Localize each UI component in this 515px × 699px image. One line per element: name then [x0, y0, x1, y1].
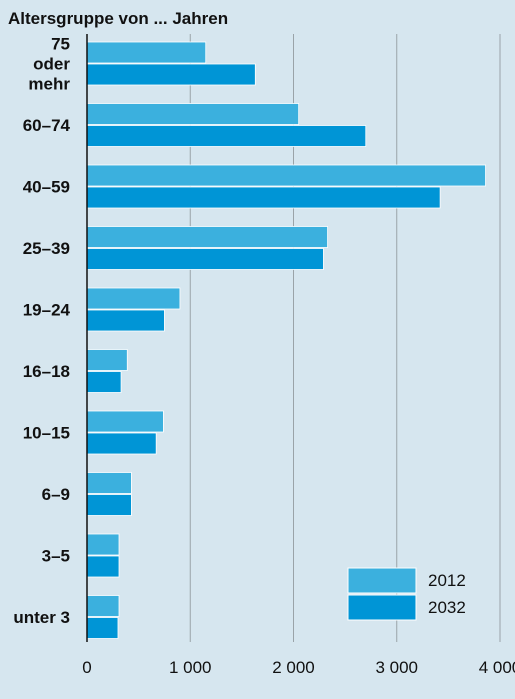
bar-2032-2	[86, 186, 441, 209]
bar-2012-0	[86, 41, 207, 64]
bar-2032-7	[86, 494, 132, 516]
bar-2032-4	[86, 309, 165, 332]
category-label-4-0: 19–24	[23, 301, 71, 320]
bar-2032-0	[86, 63, 256, 86]
category-label-6-0: 10–15	[23, 424, 70, 443]
bar-2012-2	[86, 164, 486, 187]
bar-2012-1	[86, 103, 300, 125]
bar-2012-3	[86, 226, 328, 248]
bar-2012-6	[86, 410, 164, 433]
x-tick-label-0: 0	[82, 658, 91, 677]
bar-2032-9	[86, 617, 119, 639]
bar-2012-8	[86, 533, 120, 556]
bar-2012-9	[86, 595, 120, 617]
category-label-1-0: 60–74	[23, 116, 71, 135]
bar-2032-1	[86, 125, 367, 147]
bar-2032-3	[86, 248, 324, 270]
legend: 2012 2032	[347, 567, 466, 621]
category-label-8-0: 3–5	[42, 547, 70, 566]
category-label-0-1: oder	[33, 55, 70, 74]
category-label-7-0: 6–9	[42, 485, 70, 504]
x-axis-ticks: 0 1 000 2 000 3 000 4 000	[82, 658, 515, 677]
category-label-0-2: mehr	[28, 75, 70, 94]
legend-swatch-2032	[347, 594, 417, 621]
legend-swatch-2012	[347, 567, 417, 594]
bar-2032-5	[86, 371, 122, 393]
bars	[86, 41, 486, 639]
x-tick-label-4: 4 000	[479, 658, 515, 677]
bar-2012-7	[86, 472, 132, 494]
category-label-3-0: 25–39	[23, 239, 70, 258]
x-tick-label-2: 2 000	[272, 658, 315, 677]
x-tick-label-1: 1 000	[169, 658, 212, 677]
bar-2012-4	[86, 287, 181, 310]
category-label-5-0: 16–18	[23, 362, 70, 381]
bar-2032-8	[86, 555, 120, 578]
bar-2032-6	[86, 432, 157, 455]
chart-title: Altersgruppe von ... Jahren	[8, 9, 228, 28]
category-label-2-0: 40–59	[23, 178, 70, 197]
bar-2012-5	[86, 349, 128, 371]
legend-label-2012: 2012	[428, 571, 466, 590]
category-label-9-0: unter 3	[13, 608, 70, 627]
x-tick-label-3: 3 000	[375, 658, 418, 677]
category-label-0-0: 75	[51, 35, 70, 54]
legend-label-2032: 2032	[428, 598, 466, 617]
